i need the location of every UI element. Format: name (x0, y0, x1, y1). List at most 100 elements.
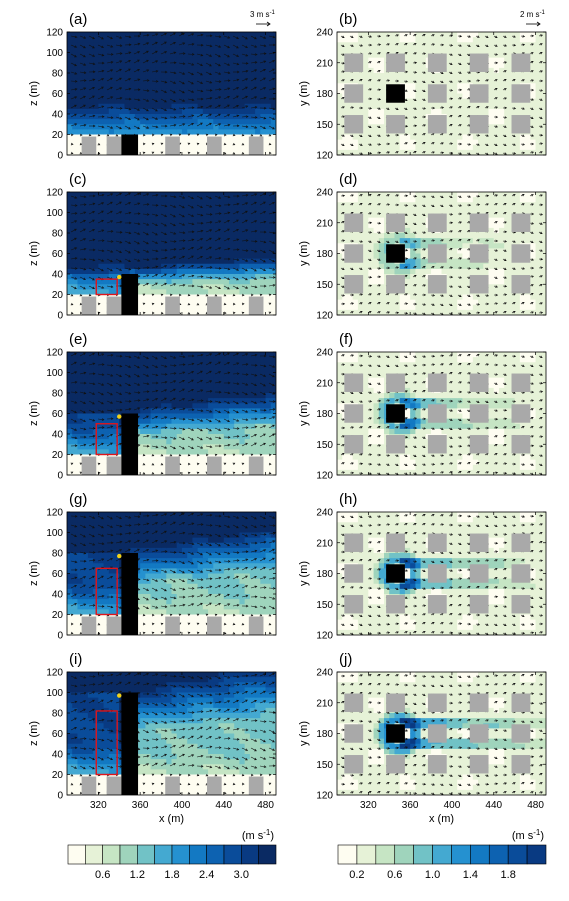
arrow-head (101, 105, 105, 109)
vector-arrow (187, 43, 194, 46)
field-cell (93, 124, 99, 130)
field-cell (234, 212, 240, 219)
vector-arrow (142, 258, 149, 261)
arrow-head (164, 108, 167, 111)
arrow-head (146, 42, 150, 45)
field-cell (270, 62, 276, 69)
vector-arrow (142, 193, 149, 197)
vector-arrow (133, 258, 140, 262)
arrow-head (83, 203, 87, 206)
field-cell (265, 202, 272, 208)
field-cell (114, 73, 120, 79)
field-cell (363, 88, 369, 95)
vector-arrow (106, 87, 113, 91)
field-cell (161, 124, 167, 130)
arrow-head (341, 44, 345, 47)
field-cell (114, 274, 120, 280)
field-cell (124, 217, 131, 224)
field-cell (218, 73, 225, 79)
vector-arrow (250, 193, 257, 197)
field-cell (244, 263, 251, 270)
field-cell (410, 42, 416, 48)
field-cell (150, 52, 157, 59)
field-cell (103, 222, 110, 229)
field-cell (478, 78, 484, 84)
field-cell (208, 114, 214, 120)
field-cell (176, 279, 183, 285)
field-cell (155, 149, 162, 155)
arrow-head (164, 248, 168, 252)
field-cell (530, 37, 537, 43)
field-cell (150, 192, 157, 198)
field-cell (342, 37, 348, 43)
field-cell (82, 268, 89, 275)
field-cell (509, 149, 516, 155)
field-cell (378, 119, 385, 125)
field-cell (82, 114, 89, 120)
field-cell (103, 124, 110, 130)
field-cell (540, 144, 546, 151)
field-cell (192, 253, 199, 260)
field-cell (472, 134, 479, 141)
field-cell (93, 103, 99, 110)
arrow-head (83, 195, 87, 198)
vector-arrow (70, 44, 77, 48)
vector-arrow (214, 195, 221, 199)
field-cell (514, 47, 521, 54)
field-cell (197, 83, 204, 89)
field-cell (145, 73, 152, 79)
field-cell (337, 258, 343, 265)
field-cell (161, 103, 167, 110)
field-cell (260, 284, 267, 290)
field-cell (140, 144, 146, 151)
arrow-head (137, 232, 141, 235)
arrow-head (218, 72, 222, 75)
vector-arrow (70, 276, 77, 280)
field-cell (77, 83, 84, 89)
arrow-head (351, 44, 354, 47)
field-cell (357, 73, 364, 79)
field-cell (451, 62, 458, 69)
field-cell (181, 134, 188, 141)
field-cell (134, 108, 141, 115)
field-cell (103, 93, 110, 100)
field-cell (504, 57, 510, 64)
panel-label: (c) (69, 171, 87, 188)
field-cell (87, 248, 94, 255)
vector-arrow (268, 125, 275, 130)
vector-arrow (142, 231, 149, 236)
field-cell (82, 222, 89, 229)
vector-arrow (133, 240, 140, 245)
field-cell (208, 129, 214, 136)
field-cell (389, 108, 395, 115)
field-cell (77, 227, 84, 234)
field-cell (124, 268, 131, 275)
field-cell (129, 73, 136, 79)
vector-arrow (196, 285, 203, 288)
vector-arrow (250, 125, 257, 129)
field-cell (82, 263, 89, 270)
arrow-head (187, 151, 191, 155)
field-cell (223, 253, 230, 260)
field-cell (228, 57, 235, 64)
vector-arrow (268, 192, 275, 197)
field-cell (192, 243, 199, 249)
field-cell (228, 207, 235, 214)
field-cell (357, 32, 364, 38)
field-cell (410, 73, 416, 79)
field-cell (436, 149, 442, 155)
field-cell (171, 192, 178, 198)
panel-field (67, 32, 276, 155)
vector-arrow (88, 79, 95, 82)
field-cell (270, 32, 276, 38)
field-cell (234, 42, 240, 48)
field-cell (342, 144, 348, 151)
arrow-head (191, 43, 195, 46)
field-cell (87, 197, 94, 203)
field-cell (150, 294, 157, 301)
field-cell (249, 103, 256, 110)
reference-vector-label: 3 m s-1 (250, 10, 276, 19)
vector-arrow (151, 266, 158, 269)
field-cell (202, 222, 209, 229)
